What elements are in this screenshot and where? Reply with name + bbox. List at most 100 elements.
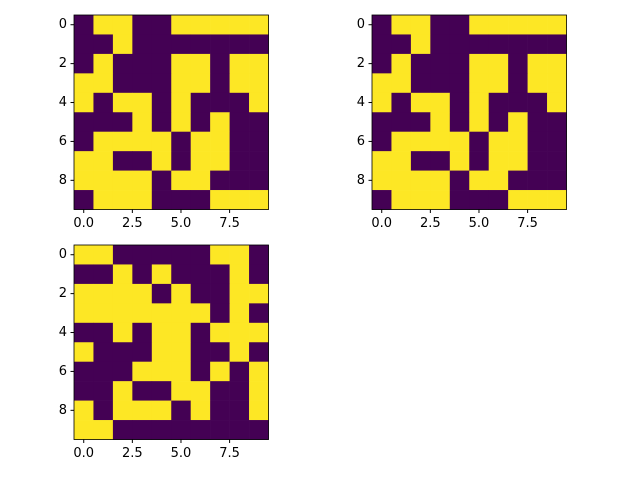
cell	[171, 34, 191, 55]
cell	[410, 92, 431, 113]
cell	[469, 53, 489, 74]
cell	[132, 131, 153, 152]
cell	[391, 34, 412, 55]
cell	[151, 73, 172, 94]
cell	[410, 190, 431, 210]
cell	[74, 151, 94, 171]
y-tick-label: 8	[59, 173, 67, 188]
cell	[190, 420, 211, 440]
cell	[210, 283, 230, 304]
cell	[372, 190, 392, 210]
cell	[210, 92, 230, 113]
x-tick-label: 2.5	[122, 216, 143, 231]
cell	[249, 322, 269, 343]
cell	[527, 34, 548, 55]
cell	[132, 92, 153, 113]
cell	[190, 322, 211, 343]
cell	[93, 264, 114, 285]
cell	[171, 400, 191, 421]
axes-frame	[73, 244, 269, 440]
cell	[112, 264, 133, 285]
cell	[391, 190, 412, 210]
cell	[190, 170, 211, 191]
cell	[210, 264, 230, 285]
cell	[372, 34, 392, 55]
cell	[74, 112, 94, 132]
cell	[171, 420, 191, 440]
cell	[171, 361, 191, 382]
cell	[229, 170, 250, 191]
cell	[132, 420, 153, 440]
cell	[249, 73, 269, 94]
cell	[249, 420, 269, 440]
cell	[547, 190, 567, 210]
cell	[488, 170, 509, 191]
x-tick-label: 0.0	[73, 216, 94, 231]
y-tick-label: 0	[59, 17, 67, 32]
cell	[508, 190, 528, 210]
cell	[391, 112, 412, 132]
cell	[171, 322, 191, 343]
cell	[93, 361, 114, 382]
cell	[547, 112, 567, 132]
cell	[151, 53, 172, 74]
cell	[469, 92, 489, 113]
cell	[410, 53, 431, 74]
cell	[171, 283, 191, 304]
cell	[229, 245, 250, 265]
cell	[210, 15, 230, 35]
cell	[229, 342, 250, 362]
cell	[93, 92, 114, 113]
cell	[249, 381, 269, 401]
cell	[527, 151, 548, 171]
cell	[249, 53, 269, 74]
cell	[527, 73, 548, 94]
y-tick-label: 2	[59, 286, 67, 301]
cell	[132, 112, 153, 132]
cell	[112, 92, 133, 113]
cell	[112, 420, 133, 440]
cell	[449, 53, 470, 74]
cell	[93, 34, 114, 55]
cell	[430, 112, 451, 132]
cell	[190, 151, 211, 171]
y-tick-label: 4	[357, 95, 365, 110]
cell	[469, 34, 489, 55]
cell	[249, 15, 269, 35]
cell	[469, 190, 489, 210]
cell	[151, 400, 172, 421]
cell	[229, 190, 250, 210]
cell	[112, 381, 133, 401]
cell	[210, 245, 230, 265]
cell	[190, 15, 211, 35]
cell	[508, 131, 528, 152]
cell	[469, 73, 489, 94]
cell	[430, 53, 451, 74]
y-tick-label: 0	[357, 17, 365, 32]
cell	[132, 34, 153, 55]
cell	[391, 170, 412, 191]
cell	[229, 420, 250, 440]
cell	[449, 190, 470, 210]
cell	[210, 361, 230, 382]
cell	[132, 322, 153, 343]
cell	[74, 15, 94, 35]
cell	[132, 151, 153, 171]
cell	[249, 303, 269, 324]
cell	[151, 15, 172, 35]
cell	[171, 92, 191, 113]
cell	[527, 170, 548, 191]
cell	[410, 34, 431, 55]
cell	[93, 322, 114, 343]
cell	[132, 170, 153, 191]
cell	[190, 53, 211, 74]
cell	[171, 342, 191, 362]
axes-frame	[371, 14, 567, 210]
cell	[74, 190, 94, 210]
cell	[547, 73, 567, 94]
cell	[488, 112, 509, 132]
cell	[132, 303, 153, 324]
cell	[430, 15, 451, 35]
cell	[249, 151, 269, 171]
cell	[210, 190, 230, 210]
